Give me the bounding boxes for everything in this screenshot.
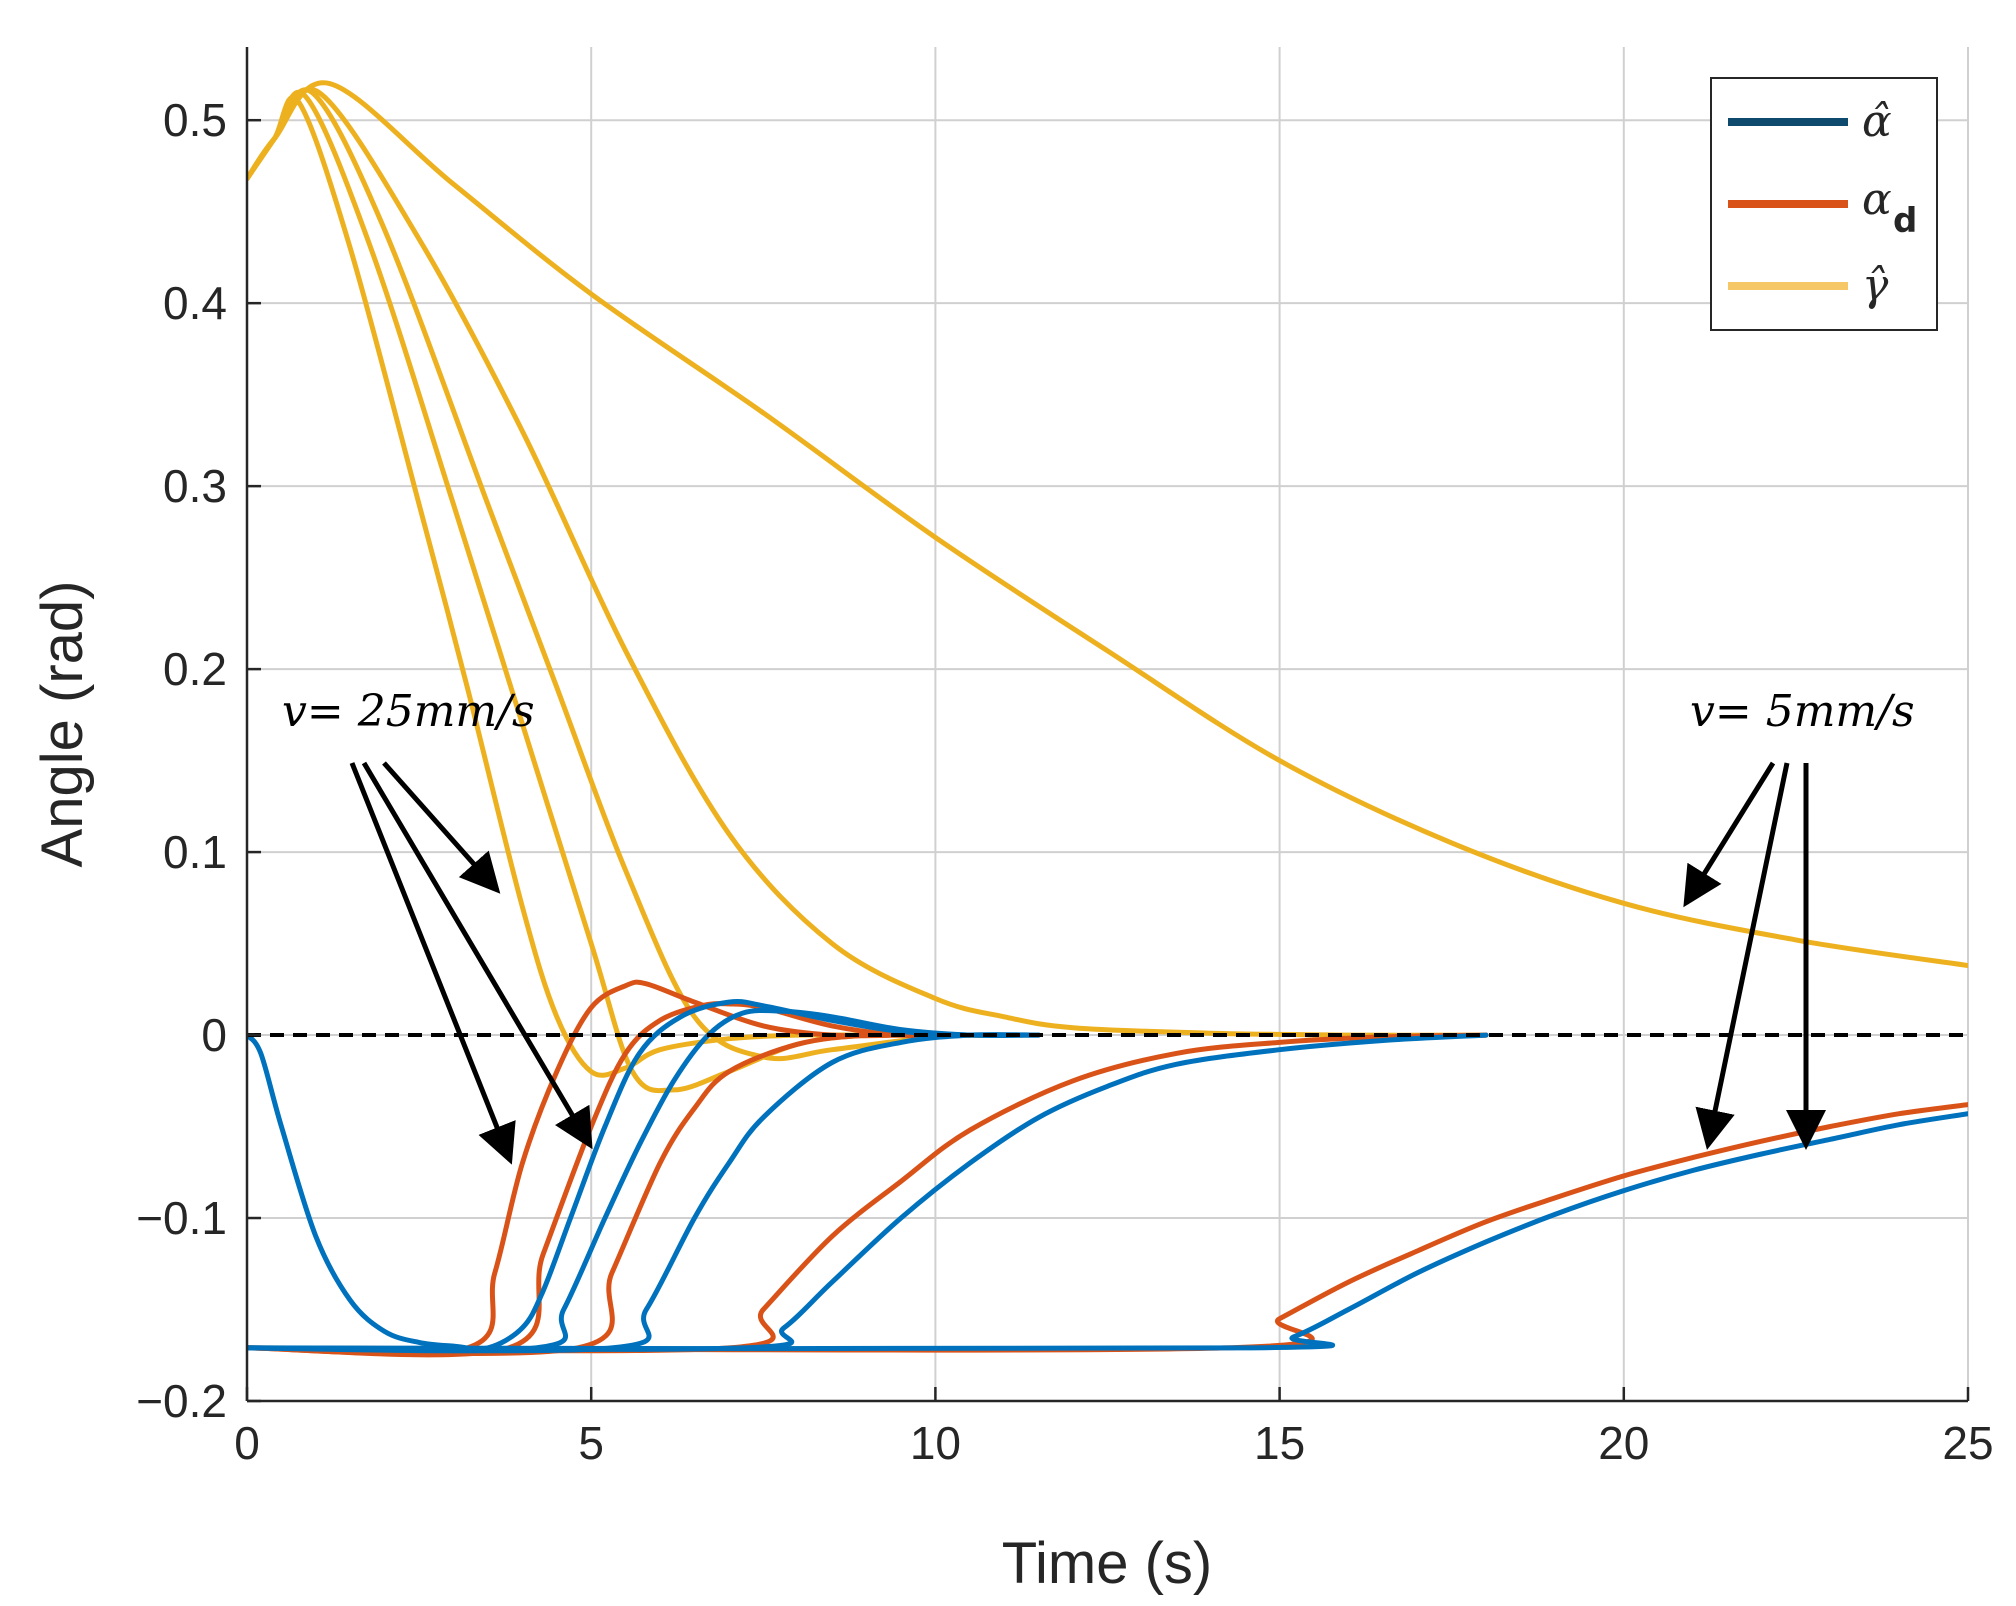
legend-label-alpha-d-subscript: d xyxy=(1893,201,1917,241)
legend-label-gamma-hat: γ̂ xyxy=(1862,260,1889,311)
y-tick-label: 0.1 xyxy=(163,826,227,878)
x-tick-label: 10 xyxy=(910,1417,961,1469)
y-tick-label: 0.4 xyxy=(163,277,227,329)
x-tick-label: 5 xyxy=(578,1417,604,1469)
legend-label-alpha-hat: α̂ xyxy=(1862,96,1892,147)
annotation-arrows xyxy=(349,761,1826,1165)
x-tick-label: 25 xyxy=(1942,1417,1993,1469)
series-gamma-hat-line xyxy=(247,87,1007,1062)
y-ticks: −0.2 −0.1 0 0.1 0.2 0.3 0.4 0.5 xyxy=(136,94,261,1427)
x-tick-label: 0 xyxy=(234,1417,260,1469)
series-alpha-hat-line xyxy=(247,998,973,1352)
annotation-v25: v= 25mm/s xyxy=(282,686,535,737)
series-alpha-d-line xyxy=(247,1001,973,1358)
arrow-v25-2 xyxy=(361,761,593,1150)
x-axis-label: Time (s) xyxy=(1002,1531,1212,1596)
y-axis-label: Angle (rad) xyxy=(30,581,95,868)
y-tick-label: 0.5 xyxy=(163,94,227,146)
series-alpha-d-line xyxy=(247,979,904,1356)
y-tick-label: −0.1 xyxy=(136,1192,227,1244)
y-tick-label: 0.2 xyxy=(163,643,227,695)
series-gamma-hat-line xyxy=(247,87,1489,1038)
x-ticks: 0 5 10 15 20 25 xyxy=(234,1387,1994,1469)
series-gamma-hat-line xyxy=(247,80,1968,968)
series-gamma-hat-line xyxy=(247,95,938,1078)
legend-label-alpha-d: α xyxy=(1862,174,1892,225)
arrow-v5-1 xyxy=(1683,761,1776,908)
x-tick-label: 20 xyxy=(1598,1417,1649,1469)
y-tick-label: 0 xyxy=(201,1009,227,1061)
arrow-v25-1 xyxy=(349,762,516,1165)
plot-lines xyxy=(247,80,1968,1358)
x-tick-label: 15 xyxy=(1254,1417,1305,1469)
annotation-v5: v= 5mm/s xyxy=(1690,686,1915,737)
arrow-v25-3 xyxy=(382,761,501,894)
series-alpha-hat-line xyxy=(247,1007,1042,1354)
arrow-v5-2 xyxy=(1695,762,1790,1150)
legend: α̂ α d γ̂ xyxy=(1710,77,1938,331)
y-tick-label: −0.2 xyxy=(136,1375,227,1427)
y-tick-label: 0.3 xyxy=(163,460,227,512)
